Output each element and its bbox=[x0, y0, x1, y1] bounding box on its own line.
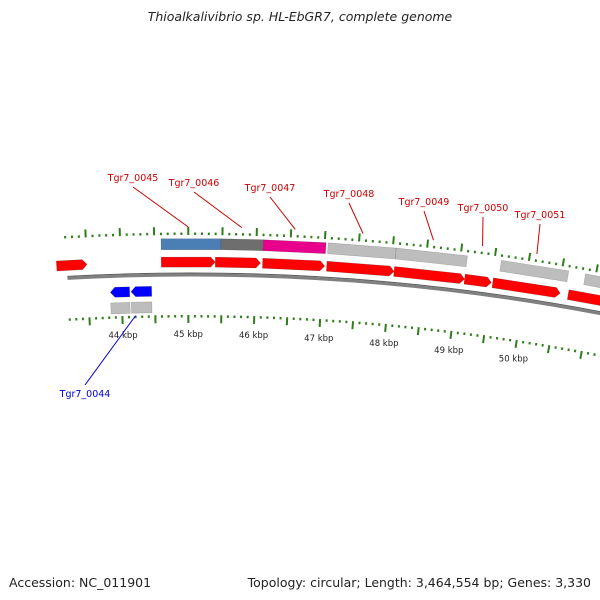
axis-label-45: 45 kbp bbox=[174, 330, 203, 340]
forward-cds-arrow-1 bbox=[160, 256, 216, 268]
gene-band-tgr7-0048 bbox=[327, 242, 397, 260]
forward-cds-arrow-0 bbox=[55, 259, 88, 272]
locus-label-tgr7-0045[interactable]: Tgr7_0045 bbox=[107, 173, 159, 184]
reverse-cds-arrow-0 bbox=[109, 286, 131, 298]
genome-backbone-shadow bbox=[67, 272, 600, 313]
outer-tick bbox=[595, 264, 599, 273]
gene-band-tgr7-0049 bbox=[394, 247, 468, 268]
inner-tick bbox=[482, 335, 486, 344]
leader-line-tgr7-0047 bbox=[269, 196, 296, 230]
locus-labels: Tgr7_0044 Tgr7_0045 Tgr7_0046 Tgr7_0047 … bbox=[59, 173, 566, 400]
outer-tick bbox=[392, 236, 395, 245]
axis-label-50: 50 kbp bbox=[499, 355, 528, 365]
forward-cds-arrow-5 bbox=[393, 266, 465, 284]
gene-band-tgr7-0046 bbox=[220, 238, 264, 252]
locus-label-tgr7-0049[interactable]: Tgr7_0049 bbox=[398, 197, 450, 208]
inner-tick bbox=[514, 339, 518, 348]
genome-backbone bbox=[67, 273, 600, 316]
inner-tick bbox=[351, 321, 355, 330]
leader-line-tgr7-0046 bbox=[193, 191, 243, 228]
leader-line-tgr7-0045 bbox=[132, 186, 189, 228]
reverse-cds-arrow-1 bbox=[130, 286, 153, 297]
inner-tick bbox=[547, 345, 551, 354]
gene-band-tgr7-0051 bbox=[499, 259, 570, 283]
forward-cds-arrow-6 bbox=[463, 273, 492, 288]
outer-tick bbox=[460, 243, 464, 252]
locus-label-tgr7-0046[interactable]: Tgr7_0046 bbox=[168, 178, 220, 189]
locus-label-tgr7-0044[interactable]: Tgr7_0044 bbox=[59, 389, 111, 400]
axis-label-47: 47 kbp bbox=[304, 334, 333, 344]
accession-label: Accession: NC_011901 bbox=[9, 575, 152, 590]
forward-cds-arrow-8 bbox=[566, 289, 600, 306]
feature-tracks bbox=[55, 238, 600, 315]
forward-cds-arrow-3 bbox=[262, 257, 326, 272]
axis-labels: 44 kbp 45 kbp 46 kbp 47 kbp 48 kbp 49 kb… bbox=[108, 330, 528, 365]
gene-band-tgr7-0047 bbox=[262, 239, 327, 254]
inner-tick bbox=[449, 330, 453, 339]
axis-label-49: 49 kbp bbox=[434, 346, 463, 356]
inner-tick bbox=[416, 327, 420, 336]
outer-tick-ring bbox=[64, 226, 599, 273]
leader-line-tgr7-0051 bbox=[536, 223, 541, 255]
inner-tick-ring bbox=[68, 314, 600, 359]
locus-label-tgr7-0048[interactable]: Tgr7_0048 bbox=[323, 189, 375, 200]
inner-tick bbox=[384, 323, 387, 332]
axis-label-48: 48 kbp bbox=[369, 339, 398, 349]
genome-title: Thioalkalivibrio sp. HL-EbGR7, complete … bbox=[147, 9, 453, 24]
outer-tick bbox=[494, 247, 498, 257]
forward-cds-arrow-7 bbox=[491, 277, 561, 298]
forward-cds-arrow-2 bbox=[214, 256, 261, 269]
reverse-gene-band-0 bbox=[110, 302, 131, 315]
locus-label-tgr7-0050[interactable]: Tgr7_0050 bbox=[457, 203, 509, 214]
locus-label-tgr7-0047[interactable]: Tgr7_0047 bbox=[244, 183, 296, 194]
forward-cds-arrow-4 bbox=[326, 260, 395, 277]
leader-line-tgr7-0044 bbox=[84, 315, 136, 386]
outer-tick bbox=[358, 233, 361, 242]
outer-tick bbox=[527, 252, 532, 261]
outer-tick bbox=[561, 258, 565, 267]
gene-band-tgr7-0045 bbox=[160, 238, 222, 251]
reverse-gene-band-1 bbox=[130, 301, 153, 314]
axis-label-44: 44 kbp bbox=[108, 331, 137, 341]
outer-tick bbox=[426, 239, 430, 248]
axis-label-46: 46 kbp bbox=[239, 331, 268, 341]
locus-label-tgr7-0051[interactable]: Tgr7_0051 bbox=[514, 210, 566, 221]
gene-band-extra bbox=[583, 273, 600, 289]
leader-line-tgr7-0048 bbox=[348, 202, 364, 234]
leader-line-tgr7-0049 bbox=[423, 210, 434, 241]
genome-summary: Topology: circular; Length: 3,464,554 bp… bbox=[247, 575, 591, 590]
label-leader-lines bbox=[84, 186, 541, 386]
inner-tick bbox=[579, 350, 583, 359]
